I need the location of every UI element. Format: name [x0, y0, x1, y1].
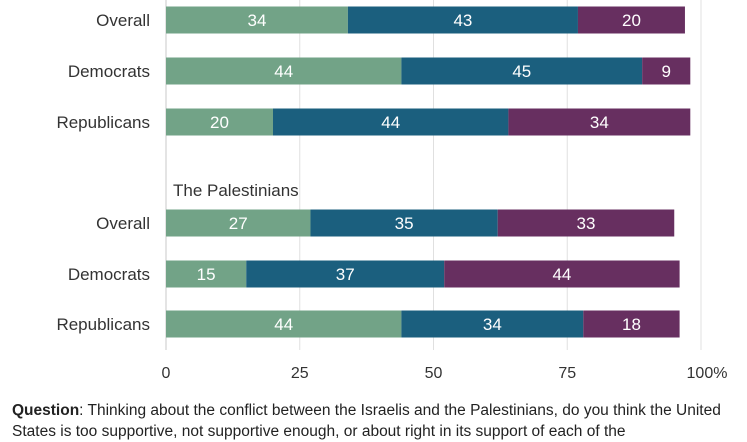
- data-label: 33: [577, 214, 596, 233]
- data-label: 44: [381, 113, 400, 132]
- bar-segment: [401, 57, 643, 85]
- bar-segment: [310, 209, 498, 237]
- data-label: 35: [395, 214, 414, 233]
- bar-segment: [577, 6, 685, 34]
- bar-segment: [347, 6, 578, 34]
- data-label: 34: [247, 11, 266, 30]
- x-axis-ticks: 0 25 50 75 100%: [162, 365, 728, 382]
- tick-label: 50: [425, 365, 443, 382]
- bar-segment: [444, 260, 680, 288]
- data-label: 9: [661, 62, 670, 81]
- tick-label: 25: [291, 365, 309, 382]
- caption-label: Question: [12, 402, 80, 419]
- category-label: Republicans: [56, 315, 150, 334]
- gridlines: [165, 0, 702, 350]
- category-label: Democrats: [68, 62, 150, 81]
- caption-text: : Thinking about the conflict between th…: [12, 402, 721, 440]
- category-label: Democrats: [68, 265, 150, 284]
- data-label: 44: [274, 62, 293, 81]
- question-caption: Question: Thinking about the conflict be…: [12, 400, 742, 442]
- tick-label: 0: [162, 365, 171, 382]
- tick-label: 100%: [687, 365, 728, 382]
- data-label: 44: [552, 265, 571, 284]
- bar-segment: [166, 310, 402, 338]
- data-label: 20: [210, 113, 229, 132]
- data-label: 18: [622, 315, 641, 334]
- data-label: 37: [336, 265, 355, 284]
- bar-segment: [166, 260, 247, 288]
- bar-segment: [508, 108, 691, 136]
- bar-segment: [642, 57, 691, 85]
- data-label: 43: [453, 11, 472, 30]
- bar-segment: [166, 108, 273, 136]
- bar-segment: [166, 209, 311, 237]
- bar-segment: [273, 108, 509, 136]
- data-label: 45: [512, 62, 531, 81]
- bar-segment: [583, 310, 680, 338]
- category-label: Overall: [96, 11, 150, 30]
- data-label: 20: [622, 11, 641, 30]
- bar-segment: [166, 6, 348, 34]
- bars: [166, 6, 691, 338]
- bar-segment: [166, 57, 402, 85]
- bar-segment: [401, 310, 584, 338]
- bar-segment: [497, 209, 675, 237]
- data-label: 34: [590, 113, 609, 132]
- data-label: 44: [274, 315, 293, 334]
- labels: Overall 34 43 20 Democrats 44 45 9 Republicans 20…: [56, 11, 671, 334]
- data-label: 15: [197, 265, 216, 284]
- bar-segment: [246, 260, 445, 288]
- tick-label: 75: [558, 365, 576, 382]
- category-label: Overall: [96, 214, 150, 233]
- group-title: The Palestinians: [173, 181, 299, 200]
- stacked-bar-chart: Overall 34 43 20 Democrats 44 45 9 Republicans 20…: [56, 0, 728, 382]
- data-label: 34: [483, 315, 502, 334]
- data-label: 27: [229, 214, 248, 233]
- category-label: Republicans: [56, 113, 150, 132]
